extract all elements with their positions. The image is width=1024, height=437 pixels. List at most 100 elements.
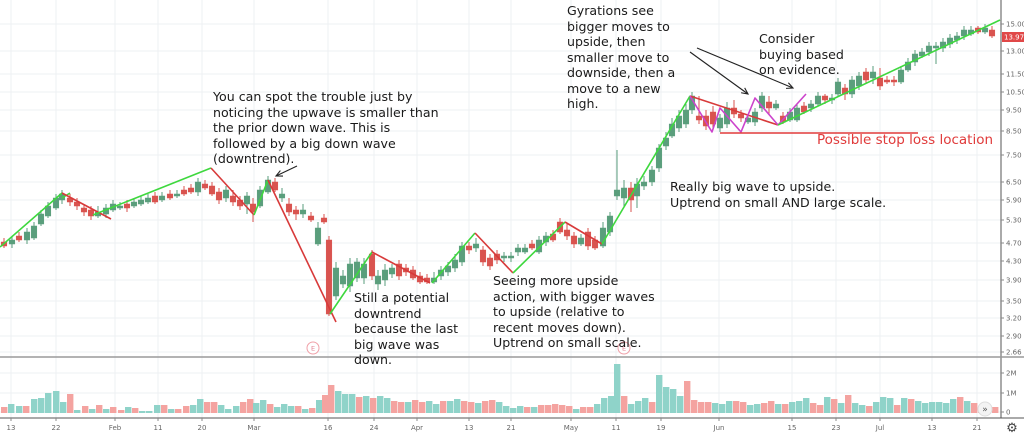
candle-body xyxy=(249,203,257,213)
volume-bar xyxy=(197,399,204,413)
volume-bar xyxy=(225,409,232,413)
volume-bar xyxy=(412,400,419,413)
volume-bar xyxy=(475,403,482,413)
volume-bar xyxy=(496,402,503,413)
volume-bar xyxy=(281,404,288,413)
candle-body xyxy=(458,245,466,263)
volume-bar xyxy=(489,400,496,413)
trend-line xyxy=(431,232,476,284)
price-tick-label: 6.50 xyxy=(1006,179,1022,187)
candle-body xyxy=(613,189,621,197)
candle-body xyxy=(479,249,487,263)
volume-bar xyxy=(60,402,67,413)
candle-body xyxy=(570,235,578,245)
candle-body xyxy=(388,267,396,275)
volume-bar xyxy=(929,402,936,413)
candle-body xyxy=(144,197,152,203)
volume-bar xyxy=(538,405,545,413)
scroll-to-realtime-button[interactable]: » xyxy=(977,401,993,417)
volume-bar xyxy=(608,396,615,413)
volume-bar xyxy=(733,401,740,413)
earnings-marker-icon[interactable]: E xyxy=(306,341,320,355)
volume-bar xyxy=(712,403,719,413)
volume-tick-label: 2M xyxy=(1006,370,1017,378)
trend-line xyxy=(689,95,779,133)
candle-body xyxy=(834,81,842,95)
volume-bar xyxy=(468,402,475,413)
volume-bar xyxy=(384,398,391,413)
candle-body xyxy=(80,207,88,213)
volume-bar xyxy=(1,407,8,413)
candle-body xyxy=(716,117,724,129)
candle-body xyxy=(368,253,376,277)
candle-body xyxy=(709,111,717,125)
volume-bar xyxy=(628,404,635,413)
candle-body xyxy=(374,275,382,285)
candle-body xyxy=(890,79,898,83)
candle-body xyxy=(514,247,522,253)
candle-body xyxy=(695,115,703,121)
time-tick-label: 21 xyxy=(973,424,982,432)
trend-lines xyxy=(0,19,1001,323)
volume-bar xyxy=(698,402,705,413)
volume-bar xyxy=(45,393,52,413)
candle-body xyxy=(37,213,45,225)
settings-gear-icon[interactable]: ⚙ xyxy=(1006,421,1018,436)
volume-bar xyxy=(754,404,761,413)
candle-body xyxy=(444,265,452,273)
volume-bar xyxy=(391,401,398,413)
volume-bar xyxy=(447,401,454,413)
trend-line xyxy=(689,95,779,126)
volume-bar xyxy=(89,409,96,413)
volume-bar xyxy=(789,402,796,413)
candle-body xyxy=(325,239,333,315)
candle-body xyxy=(960,29,968,37)
candle-body xyxy=(904,61,912,71)
time-tick-label: 13 xyxy=(928,424,937,432)
svg-text:E: E xyxy=(311,345,315,353)
candle-body xyxy=(584,231,592,247)
candle-body xyxy=(925,45,933,53)
candle-body xyxy=(486,257,494,267)
volume-bar xyxy=(656,375,663,413)
candle-body xyxy=(229,195,237,203)
current-price-badge xyxy=(1002,32,1024,42)
volume-bar xyxy=(950,399,957,413)
trend-line xyxy=(267,179,337,323)
volume-tick-label: 1M xyxy=(1006,390,1017,398)
candle-body xyxy=(535,239,543,253)
trend-line xyxy=(253,179,269,216)
candle-body xyxy=(528,243,536,249)
trend-line xyxy=(777,19,1001,126)
trend-line xyxy=(371,251,431,284)
volume-bar xyxy=(719,404,726,413)
candle-body xyxy=(187,187,195,193)
volume-bar xyxy=(398,402,405,413)
annotation-arrows xyxy=(274,47,795,177)
candle-body xyxy=(848,79,856,95)
volume-bar xyxy=(880,397,887,413)
trend-line xyxy=(564,221,603,245)
candle-body xyxy=(765,101,773,109)
candle-body xyxy=(166,193,174,199)
earnings-marker-icon[interactable]: E xyxy=(617,341,631,355)
trend-line xyxy=(92,167,212,216)
trend-line xyxy=(0,192,63,248)
volume-bar xyxy=(370,398,377,413)
volume-bar xyxy=(247,399,254,413)
arrow-head-icon xyxy=(741,87,750,95)
price-tick-label: 4.30 xyxy=(1006,258,1022,266)
volume-bar xyxy=(419,402,426,413)
volume-bar xyxy=(852,403,859,413)
time-tick-label: 21 xyxy=(507,424,516,432)
volume-bar xyxy=(356,397,363,413)
candle-body xyxy=(682,109,690,125)
volume-bar xyxy=(288,406,295,413)
volume-bar xyxy=(328,385,335,413)
volume-bar xyxy=(53,391,60,413)
trend-line xyxy=(512,221,566,274)
volume-bar xyxy=(260,400,267,413)
annotation-upside: Seeing more upside action, with bigger w… xyxy=(493,273,655,350)
